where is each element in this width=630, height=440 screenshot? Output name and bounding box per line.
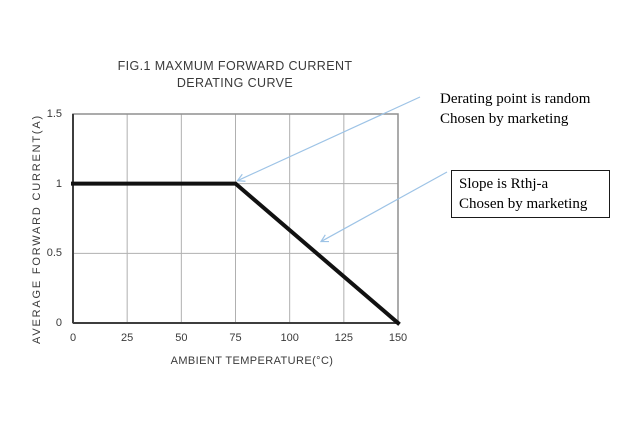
annotation-derating-point-line1: Derating point is random: [440, 91, 591, 107]
chart-title-line1: FIG.1 MAXMUM FORWARD CURRENT: [117, 59, 353, 73]
annotation-arrow-line: [237, 96, 421, 182]
x-tick-label: 75: [229, 332, 242, 344]
axes: [72, 114, 398, 324]
x-tick-label: 0: [69, 332, 77, 344]
x-tick-label: 25: [121, 332, 134, 344]
chart-title-line2: DERATING CURVE: [176, 76, 294, 90]
y-tick-label: 1.5: [46, 108, 62, 120]
y-tick-label: 0: [55, 317, 62, 329]
derating-curve: [71, 181, 401, 326]
annotation-derating-point: Derating point is random Chosen by marke…: [440, 89, 590, 129]
y-tick-label: 0.5: [46, 247, 62, 260]
gridlines: [72, 113, 399, 324]
annotation-slope-line1: Slope is Rthj-a: [459, 176, 549, 192]
y-axis-label: AVERAGE FORWARD CURRENT(A): [31, 114, 43, 344]
x-axis-label: AMBIENT TEMPERATURE(°C): [170, 355, 334, 367]
x-tick-label: 100: [280, 332, 299, 344]
x-tick-label: 125: [334, 332, 354, 344]
x-tick-label: 150: [388, 332, 408, 344]
annotation-arrow-line: [320, 171, 448, 243]
annotation-arrow-head: [319, 234, 330, 243]
chart-title: FIG.1 MAXMUM FORWARD CURRENT DERATING CU…: [60, 58, 410, 92]
annotation-slope-box: Slope is Rthj-a Chosen by marketing: [451, 170, 610, 218]
annotation-slope-line2: Chosen by marketing: [459, 196, 588, 212]
annotation-derating-point-line2: Chosen by marketing: [440, 111, 569, 127]
annotation-arrow-head: [236, 173, 246, 182]
x-tick-label: 50: [175, 332, 188, 344]
y-tick-label: 1: [55, 177, 62, 190]
